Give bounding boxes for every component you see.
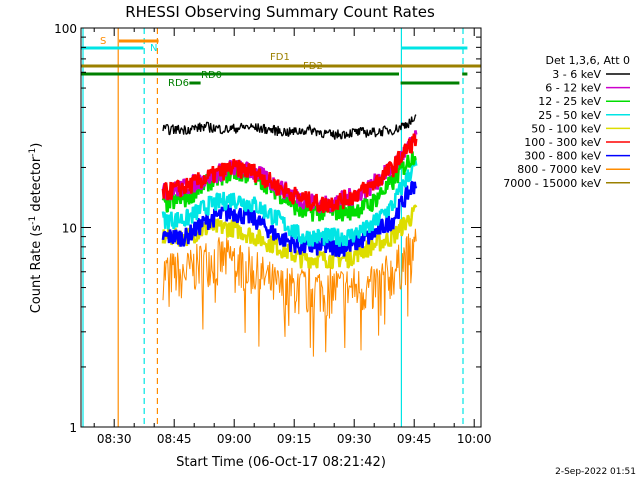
y-axis-label-part2: detector (29, 156, 44, 216)
series-line (162, 228, 417, 357)
y-tick-label: 1 (69, 421, 77, 435)
legend-label: 50 - 100 keV (531, 122, 601, 135)
x-tick-label: 09:30 (337, 432, 372, 446)
legend-label: 25 - 50 keV (538, 109, 601, 122)
series-line (161, 133, 418, 214)
x-tick-label: 08:30 (97, 432, 132, 446)
legend-label: 12 - 25 keV (538, 95, 601, 108)
timestamp: 2-Sep-2022 01:51 (555, 467, 636, 477)
saa-flag-label: S (100, 36, 106, 47)
rd6-flag-label: RD6 (168, 78, 189, 89)
x-tick-label: 09:45 (397, 432, 432, 446)
y-tick-label: 10 (62, 222, 77, 236)
series-line (161, 180, 418, 258)
y-axis-label-part3: ) (29, 143, 44, 148)
legend-header: Det 1,3,6, Att 0 (546, 54, 630, 67)
x-tick-label: 09:15 (277, 432, 312, 446)
plot-area: S N FD1 FD2 RD0 RD6 (81, 28, 481, 427)
fd2-flag-label: FD2 (303, 61, 323, 72)
y-tick-label: 100 (54, 22, 77, 36)
series-line (162, 114, 417, 140)
legend-label: 800 - 7000 keV (517, 163, 601, 176)
legend-label: 6 - 12 keV (545, 82, 601, 95)
legend-label: 3 - 6 keV (552, 68, 601, 81)
chart-title: RHESSI Observing Summary Count Rates (125, 3, 435, 21)
y-axis-label-part1: Count Rate (s (29, 225, 44, 314)
night-flag-label: N (150, 43, 157, 54)
legend-label: 300 - 800 keV (524, 150, 601, 163)
y-axis: 1 10 100 (54, 22, 481, 435)
x-tick-label: 09:00 (217, 432, 252, 446)
rd0-flag-label: RD0 (201, 70, 222, 81)
fd1-flag-label: FD1 (270, 52, 290, 63)
y-axis-label: Count Rate (s-1 detector-1) (28, 143, 44, 314)
x-tick-label: 10:00 (457, 432, 492, 446)
x-axis: 08:30 08:45 09:00 09:15 09:30 09:45 10:00 (93, 28, 492, 446)
series-line (161, 157, 418, 247)
legend-label: 7000 - 15000 keV (503, 177, 601, 190)
legend-label: 100 - 300 keV (524, 136, 601, 149)
y-axis-label-sup1: -1 (28, 216, 38, 225)
x-tick-label: 08:45 (157, 432, 192, 446)
y-axis-label-sup2: -1 (28, 148, 38, 157)
x-axis-label: Start Time (06-Oct-17 08:21:42) (176, 455, 386, 470)
